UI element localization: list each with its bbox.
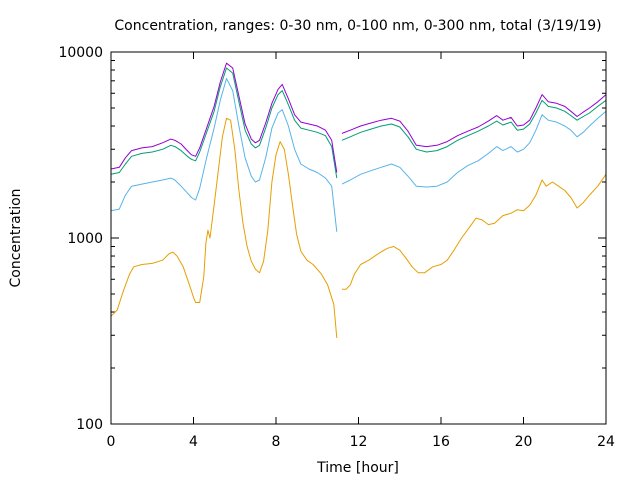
chart-title: Concentration, ranges: 0-30 nm, 0-100 nm… <box>114 18 601 34</box>
x-tick-label: 20 <box>515 434 533 450</box>
y-tick-label: 10000 <box>58 45 103 61</box>
series-line-3 <box>110 67 338 179</box>
axis-ticks: 0 4 8 12 16 20 24 100 1000 10000 <box>58 45 615 450</box>
x-tick-label: 12 <box>350 434 368 450</box>
series-line-1 <box>342 174 607 290</box>
series-line-3 <box>341 99 607 153</box>
x-tick-label: 24 <box>597 434 615 450</box>
series-line-4 <box>110 62 338 173</box>
x-tick-label: 16 <box>432 434 450 450</box>
y-tick-label: 100 <box>76 417 103 433</box>
series-line-4 <box>341 94 607 148</box>
x-tick-label: 0 <box>107 434 116 450</box>
series-line-2 <box>110 78 338 232</box>
series-line-2 <box>341 110 607 188</box>
plot-frame <box>110 51 607 425</box>
x-axis-label: Time [hour] <box>316 460 399 476</box>
y-axis-label: Concentration <box>8 188 24 287</box>
x-tick-label: 8 <box>272 434 281 450</box>
series-group <box>110 62 607 339</box>
y-tick-label: 1000 <box>67 231 103 247</box>
x-tick-label: 4 <box>189 434 198 450</box>
series-line-1 <box>110 117 338 339</box>
